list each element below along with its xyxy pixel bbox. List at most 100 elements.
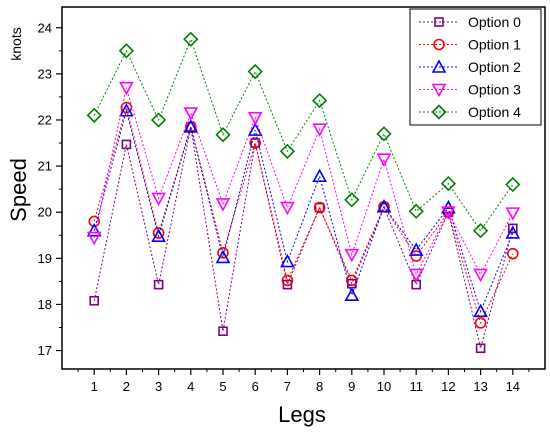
x-tick-label: 13 [473, 379, 487, 394]
x-tick-label: 8 [316, 379, 323, 394]
data-point [441, 206, 456, 220]
data-point [247, 122, 263, 136]
y-axis-unit: knots [8, 27, 24, 60]
data-point [505, 207, 521, 221]
legend-item: Option 3 [419, 82, 521, 98]
data-point [218, 326, 228, 336]
x-tick-label: 1 [91, 379, 98, 394]
data-point [440, 175, 457, 192]
data-point [344, 248, 360, 263]
y-tick-label: 22 [38, 112, 52, 127]
data-point [86, 231, 102, 246]
data-point [183, 31, 199, 47]
x-tick-label: 14 [506, 379, 520, 394]
data-point [410, 250, 423, 262]
data-point [119, 81, 134, 96]
data-point [376, 153, 392, 167]
data-point [312, 123, 327, 137]
legend-marker [434, 17, 444, 27]
data-point [215, 249, 231, 264]
data-point [151, 228, 166, 242]
legend-item: Option 4 [419, 104, 521, 120]
y-tick-label: 18 [38, 297, 52, 312]
data-point [312, 168, 327, 183]
y-tick-label: 19 [38, 251, 52, 266]
x-tick-label: 5 [219, 379, 226, 394]
y-tick-label: 23 [38, 66, 52, 81]
legend-item: Option 2 [419, 59, 521, 75]
data-point [474, 317, 487, 329]
data-point [89, 295, 99, 306]
legend-label: Option 4 [468, 104, 521, 120]
data-point [280, 253, 295, 268]
series-layer [86, 31, 521, 354]
data-point [505, 176, 521, 193]
legend-label: Option 1 [468, 37, 521, 53]
legend-item: Option 0 [419, 14, 521, 30]
data-point [279, 143, 296, 159]
data-point [344, 287, 360, 302]
x-tick-label: 6 [252, 379, 259, 394]
data-point [118, 43, 135, 59]
x-tick-label: 12 [441, 379, 455, 394]
x-tick-label: 2 [123, 379, 130, 394]
data-point [505, 225, 521, 239]
data-point [88, 215, 100, 228]
y-tick-label: 20 [38, 205, 52, 220]
data-point [313, 201, 326, 214]
legend-marker [431, 104, 447, 120]
data-point [345, 274, 358, 287]
x-axis: 1 2 3 4 5 6 7 8 9 10 11 12 13 14 [77, 369, 530, 394]
data-point [150, 112, 167, 128]
data-point [153, 279, 164, 290]
x-tick-label: 11 [409, 379, 423, 394]
x-axis-title: Legs [278, 402, 326, 427]
x-tick-label: 4 [187, 379, 194, 394]
series-line [93, 37, 514, 232]
data-point [408, 268, 424, 283]
legend-marker [431, 59, 447, 73]
x-tick-label: 7 [284, 379, 291, 394]
data-point [344, 192, 360, 208]
series-line [93, 108, 514, 313]
data-point [119, 103, 134, 117]
legend-label: Option 2 [468, 59, 521, 75]
legend-marker [433, 38, 445, 51]
data-point [472, 223, 489, 239]
legend-label: Option 3 [468, 82, 521, 98]
data-point [247, 63, 263, 80]
data-point [475, 343, 486, 354]
series-line [93, 126, 514, 349]
data-point [121, 139, 132, 150]
series-line [93, 105, 514, 325]
x-tick-label: 10 [377, 379, 391, 394]
data-point [281, 274, 294, 287]
data-point [249, 137, 261, 149]
data-point [183, 107, 199, 121]
data-point [507, 223, 518, 234]
data-point [376, 199, 392, 213]
y-tick-label: 24 [38, 20, 52, 35]
series-4 [86, 31, 521, 239]
data-point [215, 127, 231, 143]
data-point [473, 268, 488, 283]
data-point [506, 247, 519, 260]
data-point [473, 303, 488, 318]
data-point [183, 119, 199, 133]
data-point [314, 202, 325, 213]
series-1 [88, 101, 519, 329]
data-point [280, 201, 295, 216]
x-tick-label: 3 [155, 379, 162, 394]
data-point [408, 203, 424, 219]
legend-marker [431, 83, 447, 98]
data-point [247, 111, 263, 126]
series-line [93, 87, 514, 276]
data-point [250, 138, 260, 148]
data-point [215, 198, 231, 212]
legend-label: Option 0 [468, 14, 521, 30]
y-tick-label: 17 [38, 343, 52, 358]
legend: Option 0 Option 1 Option 2 Option 3 Option 4 [409, 8, 542, 126]
series-3 [86, 81, 521, 283]
y-axis: 17 18 19 20 21 22 23 24 [38, 20, 62, 358]
data-point [151, 192, 166, 207]
